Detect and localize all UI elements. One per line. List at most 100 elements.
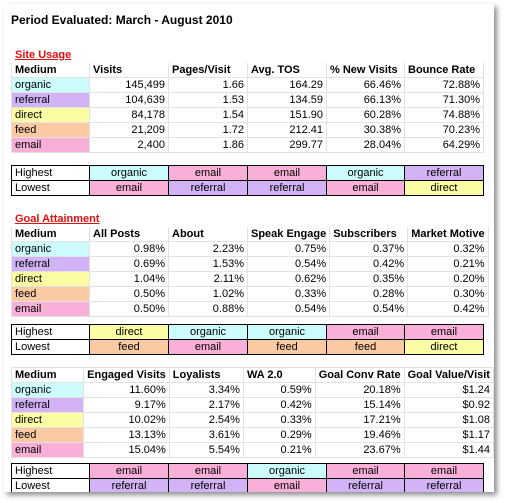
highest-medium-cell: email bbox=[247, 165, 327, 181]
value-cell: 30.38% bbox=[326, 122, 405, 138]
value-cell: 20.18% bbox=[314, 382, 405, 398]
highest-medium-cell: organic bbox=[89, 165, 169, 181]
lowest-medium-cell: referral bbox=[247, 180, 327, 196]
value-cell: $1.44 bbox=[403, 442, 494, 458]
value-cell: 19.46% bbox=[314, 427, 405, 443]
value-cell: 1.53 bbox=[168, 92, 248, 108]
medium-cell: organic bbox=[10, 382, 85, 398]
medium-cell: direct bbox=[11, 107, 90, 123]
value-cell: 1.04% bbox=[89, 271, 169, 287]
value-cell: 9.17% bbox=[83, 397, 170, 413]
column-header: % New Visits bbox=[326, 62, 405, 78]
medium-cell: organic bbox=[11, 241, 90, 257]
value-cell: 70.23% bbox=[404, 122, 484, 138]
value-cell: 5.54% bbox=[168, 442, 244, 458]
table-row: referral 9.17% 2.17% 0.42% 15.14% $0.92 bbox=[10, 397, 494, 413]
lowest-medium-cell: feed bbox=[326, 339, 405, 355]
value-cell: 0.30% bbox=[407, 286, 489, 302]
highest-medium-cell: organic bbox=[326, 165, 405, 181]
medium-cell: referral bbox=[11, 256, 90, 272]
medium-cell: feed bbox=[11, 122, 90, 138]
column-header: Subscribers bbox=[329, 226, 409, 242]
value-cell: 0.42% bbox=[407, 301, 489, 317]
value-cell: $1.08 bbox=[403, 412, 494, 428]
highest-label: Highest bbox=[11, 324, 90, 340]
lowest-row: Lowest email referral referral email direct bbox=[11, 180, 484, 196]
column-header: Pages/Visit bbox=[168, 62, 248, 78]
value-cell: 71.30% bbox=[404, 92, 484, 108]
value-cell: 15.04% bbox=[83, 442, 170, 458]
medium-cell: feed bbox=[11, 286, 90, 302]
goal-attainment-summary: Highest direct organic organic email email Low… bbox=[11, 324, 484, 355]
medium-cell: organic bbox=[11, 77, 90, 93]
value-cell: $0.92 bbox=[403, 397, 494, 413]
column-header: WA 2.0 bbox=[242, 367, 316, 383]
header-row: Medium All Posts About Speak Engage Subscrib… bbox=[11, 226, 489, 242]
lowest-medium-cell: direct bbox=[404, 339, 484, 355]
table-row: direct 84,178 1.54 151.90 60.28% 74.88% bbox=[11, 107, 484, 123]
table-row: email 0.50% 0.88% 0.54% 0.54% 0.42% bbox=[11, 301, 489, 317]
medium-cell: email bbox=[11, 301, 90, 317]
column-header: Goal Conv Rate bbox=[314, 367, 405, 383]
value-cell: 21,209 bbox=[89, 122, 169, 138]
value-cell: 0.75% bbox=[246, 241, 331, 257]
value-cell: 0.59% bbox=[242, 382, 316, 398]
value-cell: $1.24 bbox=[403, 382, 494, 398]
table-row: organic 0.98% 2.23% 0.75% 0.37% 0.32% bbox=[11, 241, 489, 257]
value-cell: 23.67% bbox=[314, 442, 405, 458]
lowest-medium-cell: referral bbox=[168, 180, 248, 196]
value-cell: 0.62% bbox=[246, 271, 331, 287]
medium-cell: direct bbox=[10, 412, 85, 428]
value-cell: 64.29% bbox=[404, 137, 484, 153]
spreadsheet: Period Evaluated: March - August 2010 Si… bbox=[4, 4, 494, 492]
medium-cell: referral bbox=[10, 397, 85, 413]
highest-row: Highest email email organic email email bbox=[11, 463, 484, 479]
column-header: All Posts bbox=[89, 226, 169, 242]
lowest-medium-cell: referral bbox=[168, 478, 248, 492]
lowest-row: Lowest feed email feed feed direct bbox=[11, 339, 484, 355]
value-cell: 0.69% bbox=[89, 256, 169, 272]
value-cell: 2.17% bbox=[168, 397, 244, 413]
value-cell: 1.86 bbox=[168, 137, 248, 153]
value-cell: 66.13% bbox=[326, 92, 405, 108]
column-header: Loyalists bbox=[168, 367, 244, 383]
section-title: Site Usage bbox=[15, 49, 72, 61]
value-cell: 0.20% bbox=[407, 271, 489, 287]
lowest-label: Lowest bbox=[11, 339, 90, 355]
value-cell: 0.54% bbox=[329, 301, 409, 317]
value-cell: 0.50% bbox=[89, 286, 169, 302]
value-cell: 0.50% bbox=[89, 301, 169, 317]
value-cell: 0.32% bbox=[407, 241, 489, 257]
lowest-medium-cell: referral bbox=[404, 478, 484, 492]
value-cell: 66.46% bbox=[326, 77, 405, 93]
value-cell: 2.11% bbox=[168, 271, 248, 287]
value-cell: 0.42% bbox=[242, 397, 316, 413]
value-cell: 1.54 bbox=[168, 107, 248, 123]
value-cell: 134.59 bbox=[247, 92, 327, 108]
table-row: referral 0.69% 1.53% 0.54% 0.42% 0.21% bbox=[11, 256, 489, 272]
lowest-medium-cell: feed bbox=[89, 339, 169, 355]
column-header: Medium bbox=[11, 62, 90, 78]
highest-medium-cell: email bbox=[326, 324, 405, 340]
value-cell: 0.37% bbox=[329, 241, 409, 257]
medium-cell: direct bbox=[11, 271, 90, 287]
highest-medium-cell: organic bbox=[247, 463, 327, 479]
value-cell: 0.98% bbox=[89, 241, 169, 257]
header-row: Medium Visits Pages/Visit Avg. TOS% New Vis… bbox=[11, 62, 484, 78]
highest-medium-cell: email bbox=[89, 463, 169, 479]
lowest-medium-cell: feed bbox=[247, 339, 327, 355]
table-row: organic 145,499 1.66 164.29 66.46% 72.88% bbox=[11, 77, 484, 93]
header-row: Medium Engaged Visits Loyalists WA 2.0 Goal … bbox=[10, 367, 494, 383]
column-header: Goal Value/Visit bbox=[403, 367, 494, 383]
value-cell: 11.60% bbox=[83, 382, 170, 398]
highest-medium-cell: organic bbox=[168, 324, 248, 340]
column-header: Bounce Rate bbox=[404, 62, 484, 78]
lowest-medium-cell: email bbox=[247, 478, 327, 492]
value-cell: 0.29% bbox=[242, 427, 316, 443]
value-cell: 2,400 bbox=[89, 137, 169, 153]
highest-row: Highest direct organic organic email email bbox=[11, 324, 484, 340]
lowest-medium-cell: referral bbox=[89, 478, 169, 492]
value-cell: 72.88% bbox=[404, 77, 484, 93]
value-cell: 28.04% bbox=[326, 137, 405, 153]
medium-cell: email bbox=[11, 137, 90, 153]
